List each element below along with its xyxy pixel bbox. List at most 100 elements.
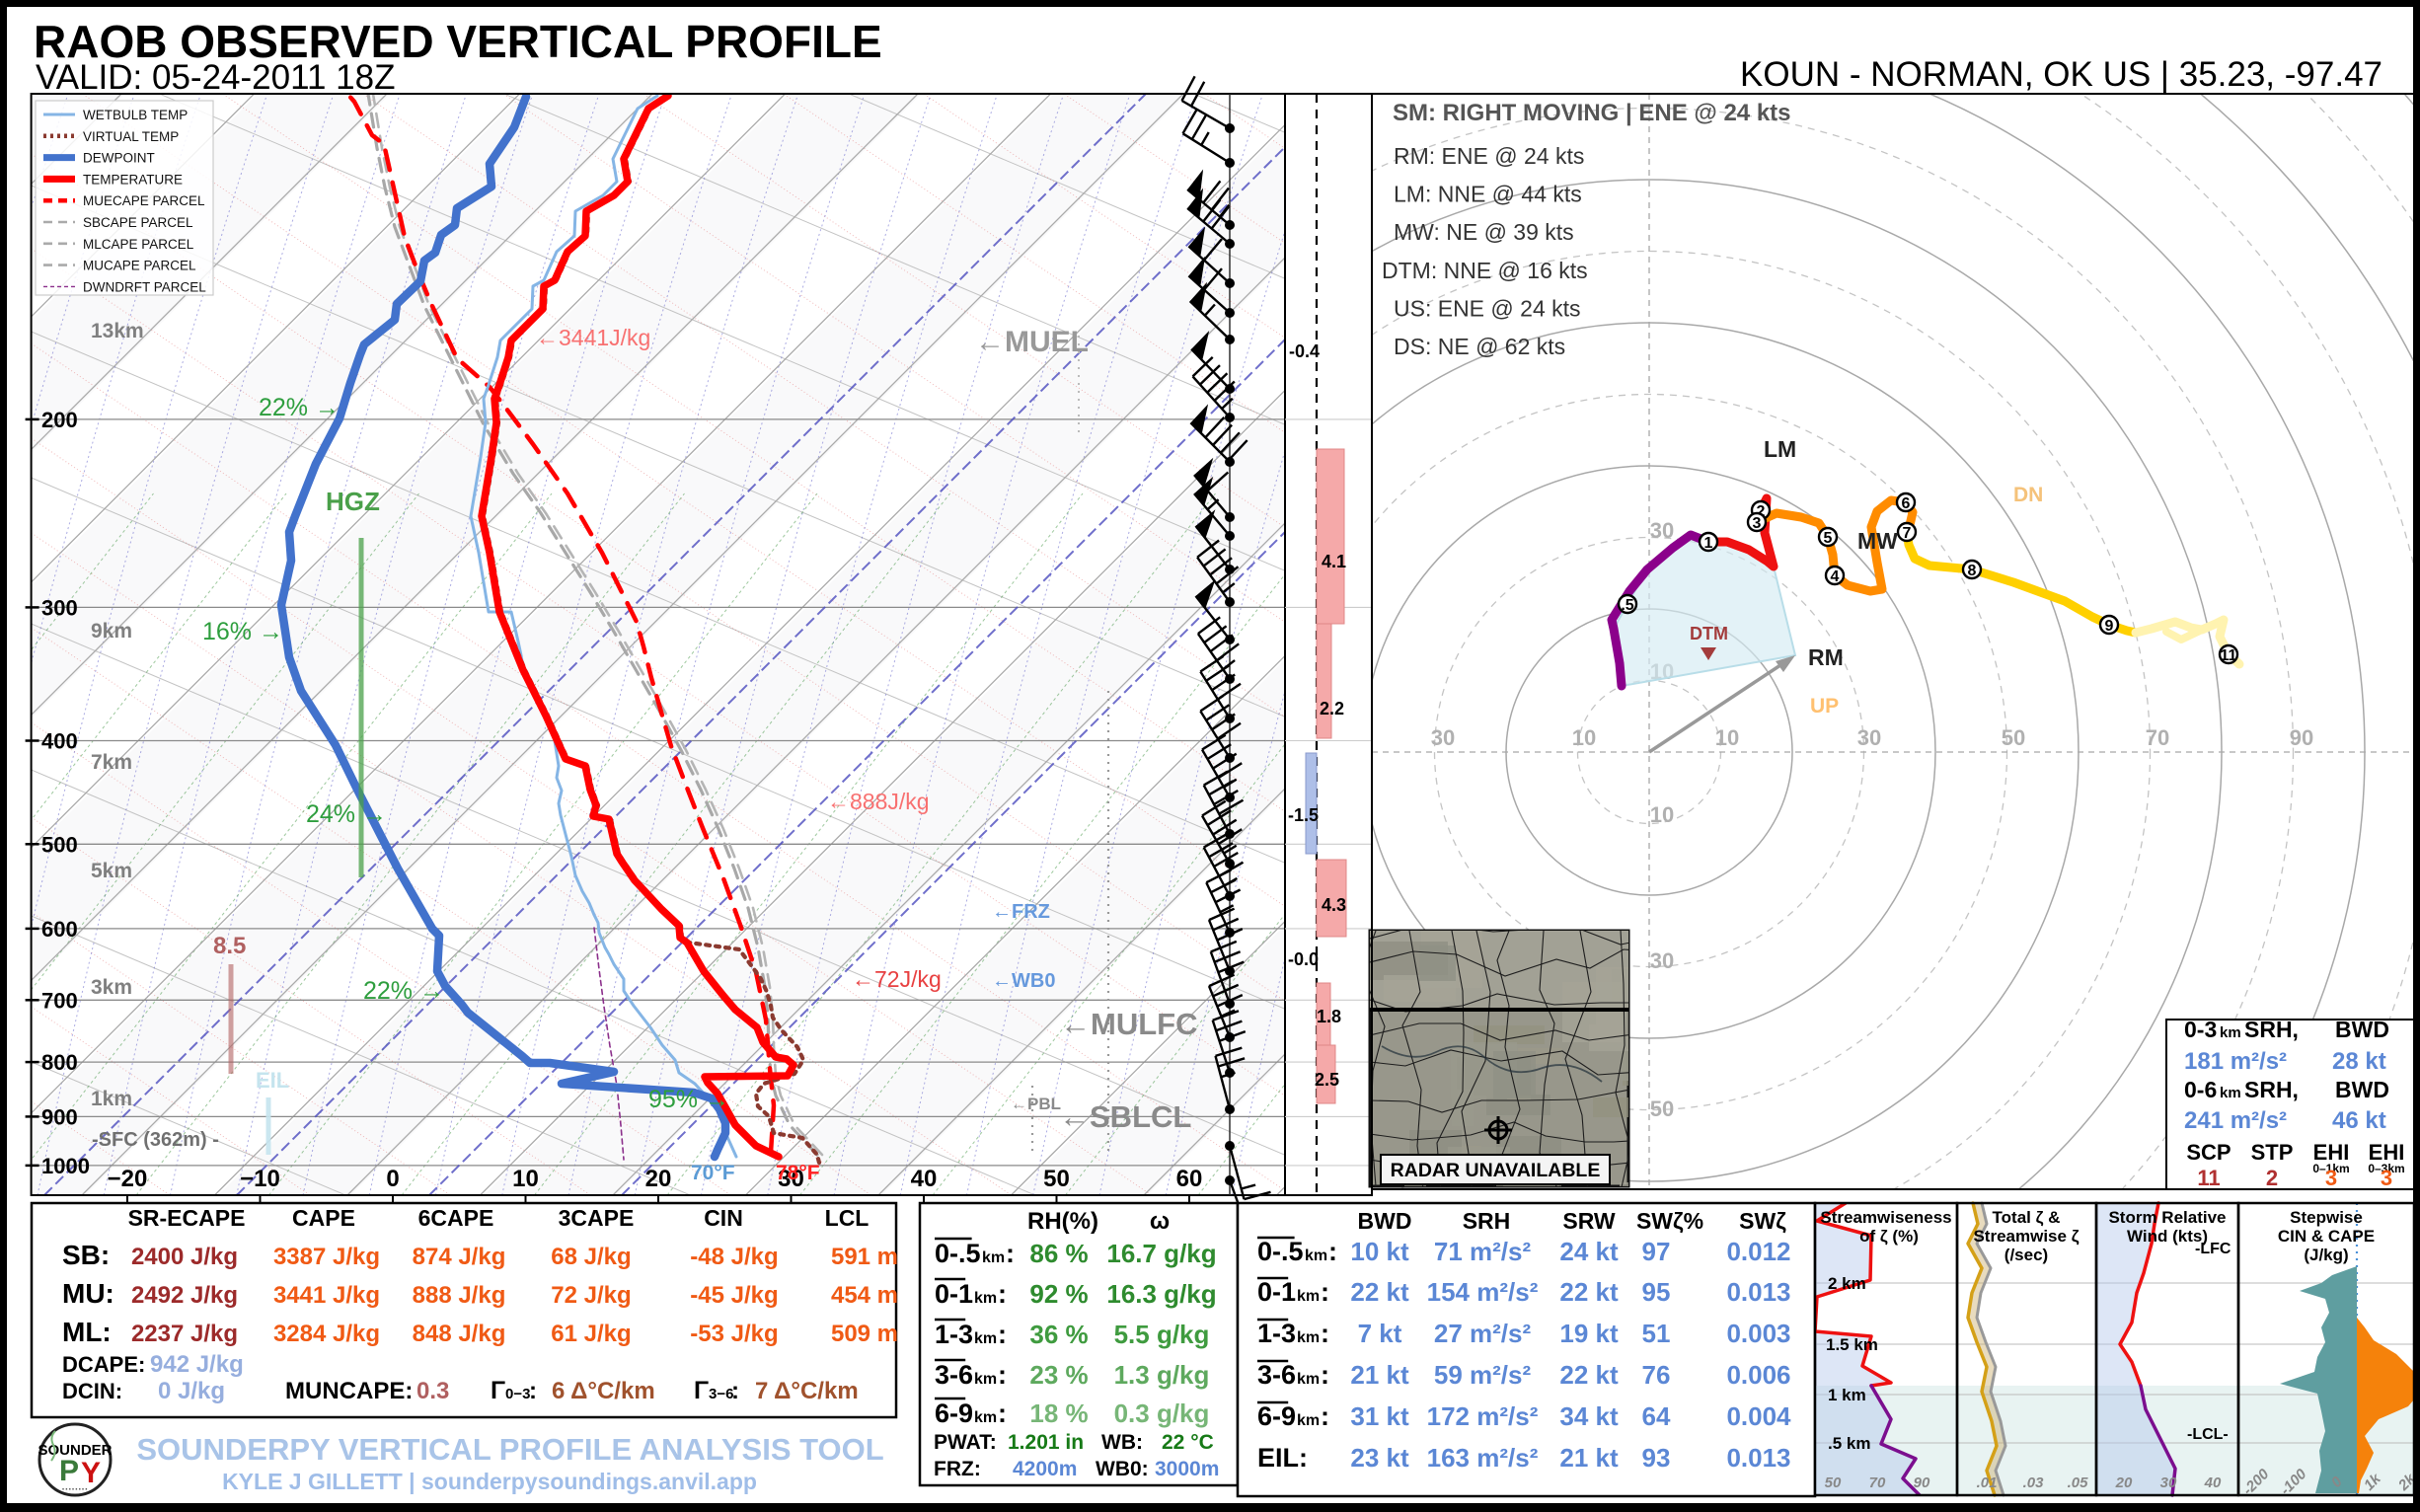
svg-text:1km: 1km bbox=[91, 1088, 132, 1110]
svg-text:MW: MW bbox=[1857, 528, 1898, 554]
svg-text:km: km bbox=[1297, 1329, 1320, 1346]
svg-text:-1.5: -1.5 bbox=[1288, 805, 1319, 825]
svg-text:SM: RIGHT MOVING | ENE @ 24 kt: SM: RIGHT MOVING | ENE @ 24 kts bbox=[1393, 100, 1791, 126]
svg-text:92 %: 92 % bbox=[1029, 1279, 1088, 1309]
svg-text:40: 40 bbox=[2204, 1474, 2222, 1491]
svg-text:888 J/kg: 888 J/kg bbox=[413, 1282, 506, 1309]
svg-text:Streamwiseness: Streamwiseness bbox=[1820, 1208, 1951, 1227]
svg-text:km: km bbox=[2220, 1024, 2241, 1041]
svg-text:22 kt: 22 kt bbox=[1559, 1277, 1619, 1307]
svg-text:←3441J/kg: ←3441J/kg bbox=[536, 325, 650, 350]
svg-text:6: 6 bbox=[1902, 495, 1911, 512]
svg-text:0-3: 0-3 bbox=[2184, 1017, 2217, 1042]
svg-text:28 kt: 28 kt bbox=[2332, 1048, 2386, 1075]
svg-text:90: 90 bbox=[2290, 725, 2313, 750]
svg-text:SRH: SRH bbox=[1463, 1208, 1511, 1234]
svg-text:FRZ:: FRZ: bbox=[934, 1458, 981, 1480]
svg-text:4.1: 4.1 bbox=[1322, 552, 1346, 571]
svg-text:20: 20 bbox=[2115, 1474, 2133, 1491]
svg-text:454 m: 454 m bbox=[831, 1282, 898, 1309]
svg-text:24% →: 24% → bbox=[306, 800, 387, 828]
svg-text:DTM: NNE @ 16 kts: DTM: NNE @ 16 kts bbox=[1382, 258, 1588, 283]
svg-text:0-6: 0-6 bbox=[2184, 1077, 2217, 1102]
svg-text:700: 700 bbox=[41, 988, 78, 1013]
svg-text:24 kt: 24 kt bbox=[1559, 1237, 1619, 1266]
svg-text:of ζ (%): of ζ (%) bbox=[1859, 1227, 1919, 1246]
svg-text:3−6: 3−6 bbox=[709, 1386, 733, 1402]
svg-text:km: km bbox=[974, 1409, 997, 1426]
svg-text:16% →: 16% → bbox=[202, 618, 283, 645]
svg-text:76: 76 bbox=[1642, 1360, 1671, 1390]
svg-text:0.013: 0.013 bbox=[1726, 1443, 1790, 1473]
svg-text:.5 km: .5 km bbox=[1828, 1434, 1870, 1453]
svg-text:0.013: 0.013 bbox=[1726, 1277, 1790, 1307]
svg-text:1.3 g/kg: 1.3 g/kg bbox=[1114, 1360, 1210, 1390]
svg-text:21 kt: 21 kt bbox=[1559, 1443, 1619, 1473]
svg-text::: : bbox=[998, 1320, 1007, 1349]
svg-text:km: km bbox=[1297, 1412, 1320, 1429]
svg-text:········: ········ bbox=[62, 1484, 89, 1495]
svg-text:Streamwise ζ: Streamwise ζ bbox=[1973, 1227, 2079, 1246]
svg-text:70: 70 bbox=[1869, 1474, 1886, 1491]
svg-text:0.3: 0.3 bbox=[416, 1378, 449, 1404]
svg-text:1-3: 1-3 bbox=[935, 1320, 973, 1349]
svg-text:VIRTUAL TEMP: VIRTUAL TEMP bbox=[83, 129, 179, 144]
svg-text:3000m: 3000m bbox=[1155, 1458, 1219, 1480]
svg-text:11: 11 bbox=[2221, 647, 2237, 664]
svg-text:US: ENE @ 24 kts: US: ENE @ 24 kts bbox=[1394, 295, 1581, 321]
svg-text:30: 30 bbox=[2160, 1474, 2177, 1491]
svg-text:km: km bbox=[1297, 1371, 1320, 1388]
svg-text:-LFC: -LFC bbox=[2195, 1241, 2231, 1257]
svg-text:874 J/kg: 874 J/kg bbox=[413, 1244, 506, 1270]
svg-text:64: 64 bbox=[1642, 1401, 1671, 1431]
svg-text:DN: DN bbox=[2013, 484, 2043, 506]
svg-text:600: 600 bbox=[41, 917, 78, 942]
svg-text:95% →: 95% → bbox=[648, 1086, 729, 1113]
svg-text:-SFC (362m) -: -SFC (362m) - bbox=[92, 1129, 219, 1151]
svg-text:PWAT:: PWAT: bbox=[934, 1431, 997, 1454]
svg-text:ω: ω bbox=[1150, 1208, 1170, 1235]
svg-text:CIN & CAPE: CIN & CAPE bbox=[2278, 1227, 2375, 1246]
svg-text:BWD: BWD bbox=[2335, 1017, 2389, 1042]
svg-text:DCIN:: DCIN: bbox=[62, 1379, 122, 1403]
svg-text:2 km: 2 km bbox=[1828, 1274, 1866, 1293]
svg-text:30: 30 bbox=[1650, 518, 1674, 543]
svg-text:-45 J/kg: -45 J/kg bbox=[690, 1282, 778, 1309]
svg-text:181 m²/s²: 181 m²/s² bbox=[2184, 1048, 2287, 1075]
svg-text:23 %: 23 % bbox=[1029, 1360, 1088, 1390]
svg-text:70°F: 70°F bbox=[691, 1162, 735, 1184]
svg-text:22% →: 22% → bbox=[259, 394, 340, 421]
svg-text:RM: ENE @ 24 kts: RM: ENE @ 24 kts bbox=[1394, 143, 1584, 169]
svg-text:SCP: SCP bbox=[2186, 1140, 2231, 1165]
svg-text:11: 11 bbox=[2197, 1166, 2220, 1190]
svg-text:SB:: SB: bbox=[62, 1240, 110, 1270]
svg-text:←PBL: ←PBL bbox=[1011, 1095, 1061, 1113]
svg-text:Storm Relative: Storm Relative bbox=[2108, 1208, 2226, 1227]
svg-text:10 kt: 10 kt bbox=[1350, 1237, 1409, 1266]
svg-text:DCAPE:: DCAPE: bbox=[62, 1352, 145, 1377]
svg-text:4.3: 4.3 bbox=[1322, 895, 1346, 915]
svg-text:30: 30 bbox=[778, 1166, 804, 1192]
svg-text:50: 50 bbox=[1825, 1474, 1842, 1491]
svg-text:0-.5: 0-.5 bbox=[1257, 1237, 1304, 1266]
svg-text:5.5 g/kg: 5.5 g/kg bbox=[1114, 1320, 1210, 1349]
svg-text:WB:: WB: bbox=[1101, 1431, 1143, 1454]
svg-text:200: 200 bbox=[41, 408, 78, 432]
svg-text:←MULFC: ←MULFC bbox=[1060, 1007, 1197, 1041]
svg-text:9: 9 bbox=[2105, 618, 2114, 635]
svg-text:WETBULB TEMP: WETBULB TEMP bbox=[83, 108, 188, 122]
svg-text:0.3 g/kg: 0.3 g/kg bbox=[1114, 1399, 1210, 1428]
svg-text:3: 3 bbox=[1753, 515, 1762, 532]
svg-text:93: 93 bbox=[1642, 1443, 1671, 1473]
svg-text:16.7 g/kg: 16.7 g/kg bbox=[1106, 1239, 1216, 1268]
svg-text:50: 50 bbox=[1650, 1096, 1674, 1121]
svg-text:1 km: 1 km bbox=[1828, 1386, 1866, 1404]
svg-text:←WB0: ←WB0 bbox=[992, 970, 1055, 992]
svg-text::: : bbox=[1328, 1237, 1337, 1266]
svg-text:←72J/kg: ←72J/kg bbox=[852, 966, 942, 992]
svg-text:60: 60 bbox=[1176, 1166, 1203, 1192]
svg-text:EHI: EHI bbox=[2369, 1140, 2405, 1165]
svg-text:P: P bbox=[59, 1455, 79, 1487]
svg-text:MUECAPE PARCEL: MUECAPE PARCEL bbox=[83, 193, 205, 208]
svg-text:46 kt: 46 kt bbox=[2332, 1107, 2386, 1134]
